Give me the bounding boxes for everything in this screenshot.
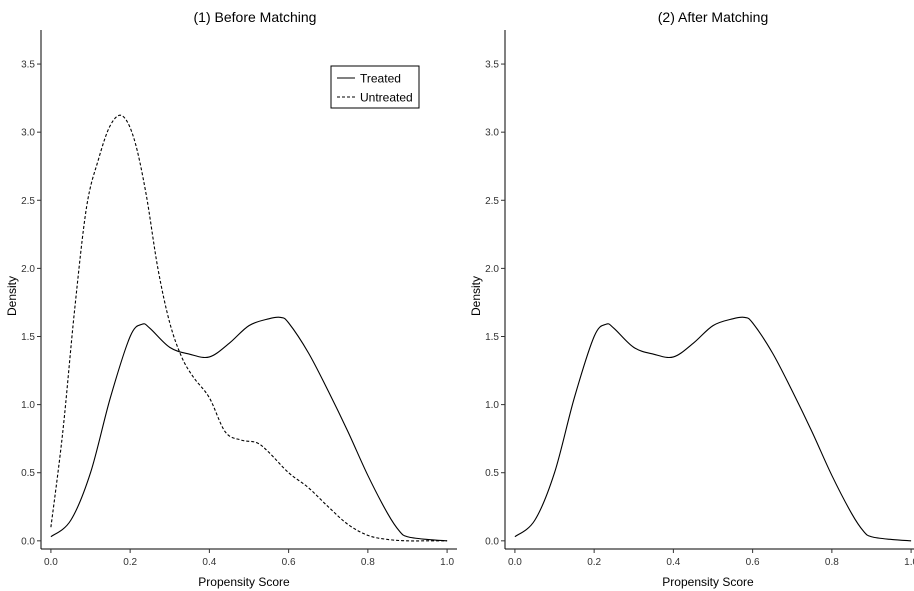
treated-series-line — [50, 316, 448, 542]
legend-box — [330, 65, 420, 109]
y-tick-label: 2.0 — [485, 264, 499, 275]
legend-label-untreated: Untreated — [360, 91, 413, 105]
y-axis-label: Density — [469, 276, 483, 316]
y-tick-label: 3.5 — [485, 60, 499, 71]
y-tick-label: 3.0 — [485, 128, 499, 139]
x-tick-label: 1.0 — [440, 557, 454, 568]
x-axis-label: Propensity Score — [662, 575, 754, 589]
y-tick-label: 0.5 — [485, 468, 499, 479]
untreated-series-line — [50, 114, 448, 542]
x-tick-label: 0.4 — [202, 557, 216, 568]
y-axis-label: Density — [5, 276, 19, 316]
y-tick-label: 3.5 — [21, 60, 35, 71]
x-tick-label: 0.6 — [282, 557, 296, 568]
y-tick-label: 1.0 — [485, 400, 499, 411]
x-tick-label: 1.0 — [904, 557, 914, 568]
x-tick-label: 0.0 — [508, 557, 522, 568]
y-tick-label: 0.0 — [21, 536, 35, 547]
treated-series-line — [514, 316, 912, 542]
y-tick-label: 1.0 — [21, 400, 35, 411]
y-tick-label: 1.5 — [485, 332, 499, 343]
y-tick-label: 2.5 — [21, 196, 35, 207]
x-tick-label: 0.0 — [44, 557, 58, 568]
x-tick-label: 0.2 — [123, 557, 137, 568]
x-tick-label: 0.8 — [361, 557, 375, 568]
x-tick-label: 0.8 — [825, 557, 839, 568]
chart-title: (2) After Matching — [658, 9, 769, 25]
y-tick-label: 3.0 — [21, 128, 35, 139]
y-tick-label: 1.5 — [21, 332, 35, 343]
panel-2: (2) After Matching 0.0 0.5 1.0 1.5 2.0 2.5 3.0 3… — [469, 9, 914, 589]
y-tick-label: 2.5 — [485, 196, 499, 207]
y-tick-label: 2.0 — [21, 264, 35, 275]
chart-title: (1) Before Matching — [194, 9, 317, 25]
x-tick-label: 0.6 — [746, 557, 760, 568]
x-axis-label: Propensity Score — [198, 575, 290, 589]
y-tick-label: 0.0 — [485, 536, 499, 547]
x-tick-label: 0.4 — [666, 557, 680, 568]
legend-label-treated: Treated — [360, 72, 401, 86]
legend: Treated Untreated — [330, 65, 420, 109]
y-tick-label: 0.5 — [21, 468, 35, 479]
x-tick-label: 0.2 — [587, 557, 601, 568]
panel-1: (1) Before Matching 0.0 0.5 1.0 1.5 2.0 2.5 3.0… — [5, 9, 457, 589]
